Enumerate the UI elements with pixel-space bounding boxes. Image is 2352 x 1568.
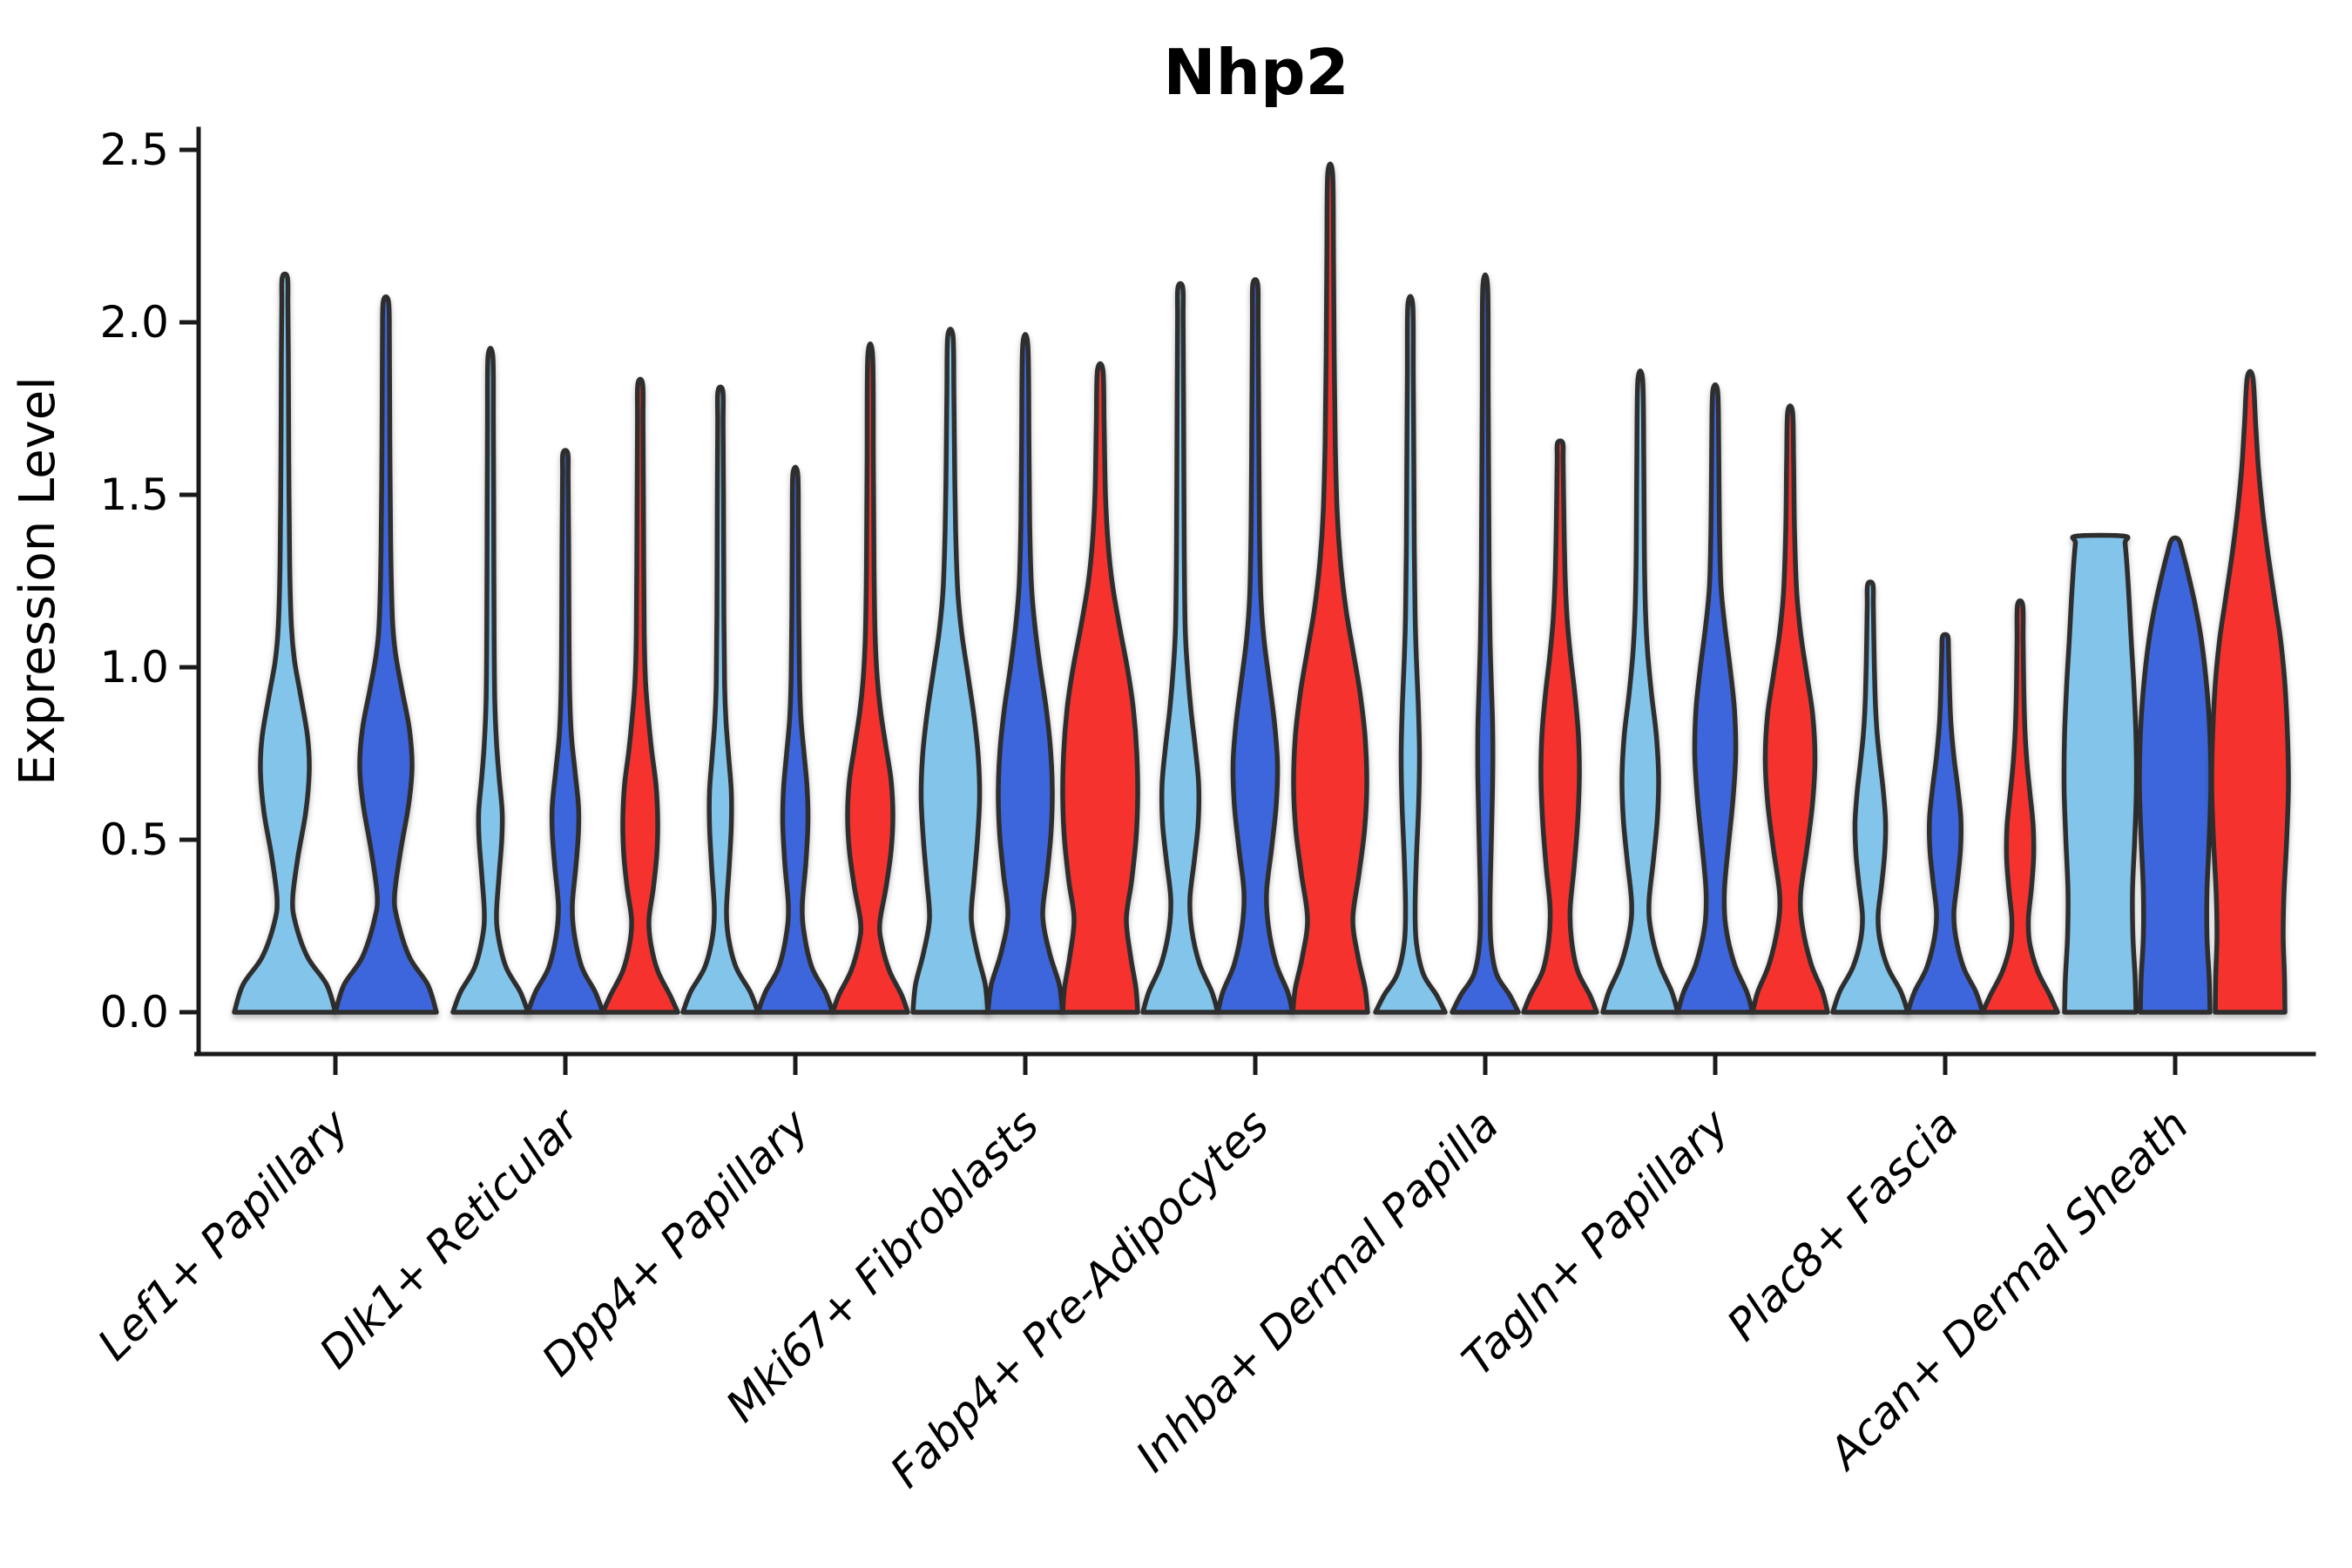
y-tick-label: 0.5 [99,814,169,865]
y-tick-label: 1.5 [99,470,169,520]
violin-inhba-dermal-papilla-light-blue [1373,294,1448,1015]
violin-plac8-fascia-light-blue [1830,579,1910,1015]
y-tick-label: 2.5 [99,125,169,175]
violin-dpp4-papillary-dark-blue [755,464,835,1015]
violin-mki67-fibroblasts-dark-blue [985,332,1065,1015]
y-tick-label: 0.0 [99,987,169,1037]
violin-dpp4-papillary-red [830,341,910,1015]
violin-acan-dermal-sheath-red [2209,368,2291,1015]
violin-inhba-dermal-papilla-dark-blue [1450,272,1521,1015]
violin-mki67-fibroblasts-light-blue [910,327,990,1015]
violin-lef1-papillary-light-blue [232,271,338,1015]
violin-tagln-papillary-light-blue [1600,368,1680,1015]
violin-plac8-fascia-dark-blue [1905,632,1985,1015]
violin-inhba-dermal-papilla-red [1521,438,1599,1015]
x-tick-label-fabp4-pre-adipocytes: Fabp4+ Pre-Adipocytes [881,1099,1279,1497]
chart-title: Nhp2 [1163,36,1348,109]
violin-fabp4-pre-adipocytes-dark-blue [1215,277,1295,1015]
y-tick-label: 1.0 [99,642,169,693]
violin-dpp4-papillary-light-blue [680,384,760,1015]
violin-dlk1-reticular-red [600,376,680,1015]
violin-plac8-fascia-red [1980,598,2060,1015]
violin-acan-dermal-sheath-light-blue [2061,532,2139,1015]
violins-layer [232,161,2291,1015]
violin-mki67-fibroblasts-red [1060,361,1140,1015]
violin-tagln-papillary-dark-blue [1675,382,1755,1015]
y-axis-label: Expression Level [10,376,66,786]
violin-fabp4-pre-adipocytes-light-blue [1140,280,1220,1015]
violin-lef1-papillary-dark-blue [333,294,439,1015]
y-tick-label: 2.0 [99,297,169,348]
x-tick-label-plac8-fascia: Plac8+ Fascia [1718,1099,1969,1350]
violin-tagln-papillary-red [1750,403,1830,1015]
x-tick-label-lef1-papillary: Lef1+ Papillary [88,1098,359,1369]
violin-fabp4-pre-adipocytes-red [1290,161,1370,1015]
x-tick-label-inhba-dermal-papilla: Inhba+ Dermal Papilla [1126,1099,1508,1481]
violin-dlk1-reticular-light-blue [450,345,531,1015]
violin-acan-dermal-sheath-dark-blue [2137,535,2213,1015]
violin-dlk1-reticular-dark-blue [525,448,605,1015]
